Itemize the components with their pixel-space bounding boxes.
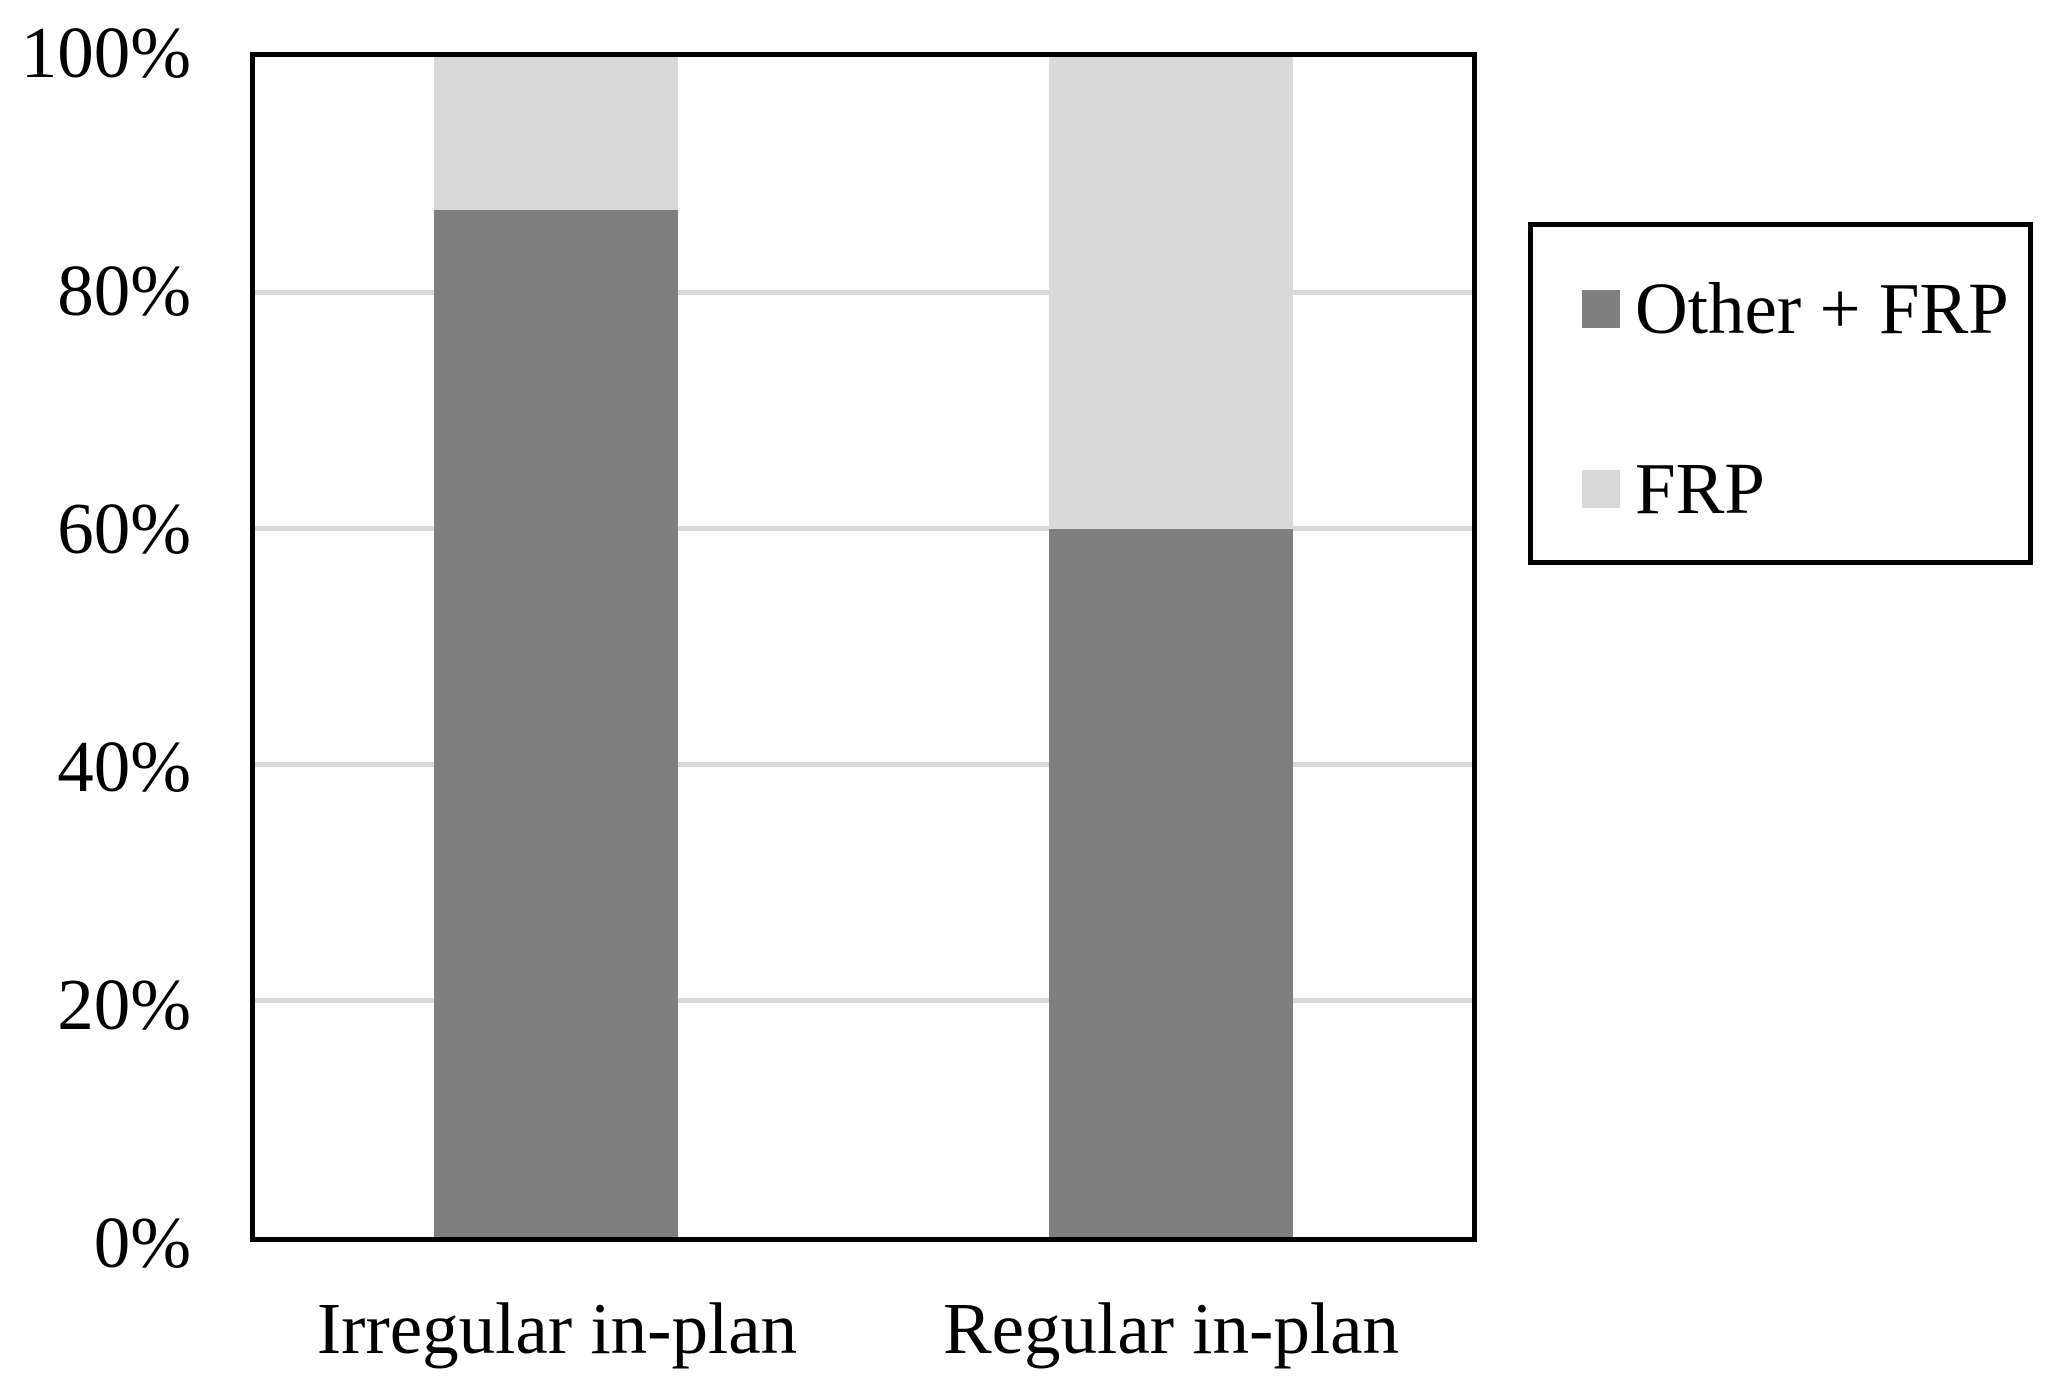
x-axis-label-regular: Regular in-plan: [942, 1288, 1400, 1369]
legend-entry-frp: FRP: [1582, 452, 2028, 525]
bar-segment-frp: [1049, 57, 1293, 529]
plot-area: [250, 52, 1477, 1242]
gridline-60: [255, 526, 1472, 531]
y-tick-label-60: 60%: [57, 488, 191, 569]
bar-segment-frp: [434, 57, 678, 211]
y-tick-label-100: 100%: [20, 12, 191, 93]
y-tick-label-40: 40%: [57, 726, 191, 807]
legend-label-other-frp: Other + FRP: [1635, 268, 2009, 349]
legend: Other + FRP FRP: [1528, 222, 2033, 565]
y-axis: 100% 80% 60% 40% 20% 0%: [0, 0, 205, 1384]
legend-label-frp: FRP: [1635, 448, 1765, 529]
legend-entry-other-frp: Other + FRP: [1582, 272, 2028, 345]
gridline-20: [255, 998, 1472, 1003]
bar-segment-other-frp: [434, 210, 678, 1237]
legend-swatch-other-frp-icon: [1582, 289, 1620, 328]
bar-irregular-in-plan: [434, 57, 678, 1237]
gridline-80: [255, 290, 1472, 295]
legend-swatch-frp-icon: [1582, 469, 1620, 508]
y-tick-label-20: 20%: [57, 964, 191, 1045]
x-axis-label-irregular: Irregular in-plan: [316, 1288, 798, 1369]
bar-regular-in-plan: [1049, 57, 1293, 1237]
bar-segment-other-frp: [1049, 529, 1293, 1237]
gridline-40: [255, 762, 1472, 767]
y-tick-label-80: 80%: [57, 250, 191, 331]
y-tick-label-0: 0%: [93, 1202, 191, 1283]
